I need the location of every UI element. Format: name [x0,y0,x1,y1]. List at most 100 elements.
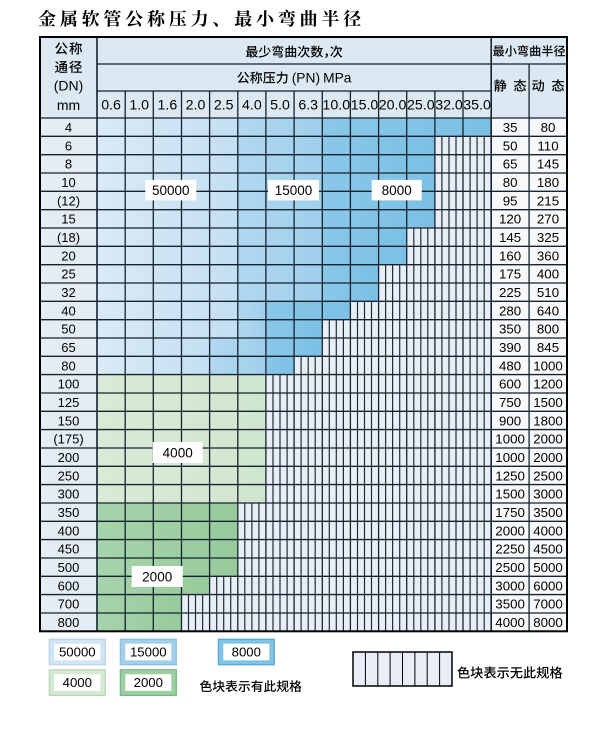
svg-text:7000: 7000 [533,597,563,612]
svg-text:3000: 3000 [495,578,525,593]
svg-text:80: 80 [503,175,518,190]
svg-text:640: 640 [537,303,559,318]
svg-text:800: 800 [537,322,559,337]
svg-text:32: 32 [61,285,75,300]
svg-text:1.0: 1.0 [129,98,149,114]
svg-text:2500: 2500 [533,468,563,483]
svg-text:350: 350 [58,505,80,520]
svg-text:2.0: 2.0 [186,98,206,114]
svg-text:10.0: 10.0 [322,98,350,114]
svg-text:145: 145 [537,157,559,172]
svg-text:25.0: 25.0 [407,98,435,114]
svg-text:450: 450 [58,542,80,557]
svg-text:6: 6 [65,138,72,153]
svg-text:8000: 8000 [533,615,563,630]
svg-text:700: 700 [58,597,80,612]
svg-text:2000: 2000 [142,569,172,584]
svg-text:2000: 2000 [495,523,525,538]
svg-text:1000: 1000 [495,432,525,447]
svg-text:500: 500 [58,560,80,575]
svg-text:2.5: 2.5 [214,98,234,114]
svg-text:1250: 1250 [495,468,525,483]
svg-text:1200: 1200 [533,377,563,392]
svg-text:1.6: 1.6 [158,98,178,114]
svg-text:2000: 2000 [533,450,563,465]
svg-text:1800: 1800 [533,413,563,428]
svg-text:200: 200 [58,450,80,465]
svg-text:5000: 5000 [533,560,563,575]
svg-text:mm: mm [57,97,80,113]
svg-text:8: 8 [65,157,72,172]
svg-text:50000: 50000 [152,183,190,198]
svg-text:390: 390 [499,340,521,355]
svg-text:145: 145 [499,230,521,245]
svg-text:100: 100 [58,377,80,392]
svg-text:4: 4 [65,120,72,135]
svg-text:280: 280 [499,303,521,318]
svg-text:750: 750 [499,395,521,410]
svg-text:800: 800 [58,615,80,630]
svg-text:125: 125 [58,395,80,410]
svg-text:0.6: 0.6 [101,98,121,114]
svg-text:120: 120 [499,212,521,227]
svg-text:(175): (175) [53,432,83,447]
svg-text:325: 325 [537,230,559,245]
svg-text:15000: 15000 [130,645,167,660]
svg-text:510: 510 [537,285,559,300]
svg-text:25: 25 [61,267,75,282]
svg-text:32.0: 32.0 [435,98,463,114]
svg-text:20.0: 20.0 [379,98,407,114]
svg-text:6.3: 6.3 [298,98,318,114]
svg-text:600: 600 [499,377,521,392]
svg-text:1500: 1500 [495,487,525,502]
svg-text:2250: 2250 [495,542,525,557]
svg-text:40: 40 [61,303,75,318]
svg-text:400: 400 [58,523,80,538]
svg-text:35: 35 [503,120,518,135]
svg-text:845: 845 [537,340,559,355]
svg-text:8000: 8000 [232,645,261,660]
svg-text:15.0: 15.0 [351,98,379,114]
svg-text:(12): (12) [57,193,80,208]
svg-text:250: 250 [58,468,80,483]
svg-text:1500: 1500 [533,395,563,410]
svg-text:20: 20 [61,248,75,263]
svg-text:300: 300 [58,487,80,502]
svg-text:MPa: MPa [323,71,352,86]
svg-text:50: 50 [61,322,75,337]
svg-text:1000: 1000 [495,450,525,465]
svg-text:110: 110 [537,138,558,153]
svg-text:2000: 2000 [134,675,163,690]
svg-text:270: 270 [537,212,559,227]
svg-text:5.0: 5.0 [270,98,290,114]
svg-text:3500: 3500 [533,505,563,520]
svg-text:180: 180 [537,175,559,190]
svg-text:400: 400 [537,267,559,282]
svg-text:150: 150 [58,413,80,428]
svg-text:(PN): (PN) [292,71,320,86]
svg-text:15000: 15000 [275,183,313,198]
svg-text:1000: 1000 [533,358,563,373]
svg-text:4000: 4000 [163,445,193,460]
svg-text:1750: 1750 [495,505,525,520]
svg-text:480: 480 [499,358,521,373]
svg-text:6000: 6000 [533,578,563,593]
svg-text:215: 215 [537,193,559,208]
svg-text:10: 10 [61,175,75,190]
svg-text:35.0: 35.0 [463,98,491,114]
svg-text:(DN): (DN) [54,78,84,94]
svg-text:80: 80 [61,358,75,373]
svg-text:(18): (18) [57,230,80,245]
svg-text:900: 900 [499,413,521,428]
svg-text:4000: 4000 [495,615,525,630]
svg-text:3000: 3000 [533,487,563,502]
svg-text:4.0: 4.0 [242,98,262,114]
svg-text:4000: 4000 [533,523,563,538]
svg-text:8000: 8000 [382,183,412,198]
svg-text:4500: 4500 [533,542,563,557]
svg-text:3500: 3500 [495,597,525,612]
svg-text:360: 360 [537,248,559,263]
svg-text:600: 600 [58,578,80,593]
svg-text:2500: 2500 [495,560,525,575]
svg-text:4000: 4000 [63,675,92,690]
